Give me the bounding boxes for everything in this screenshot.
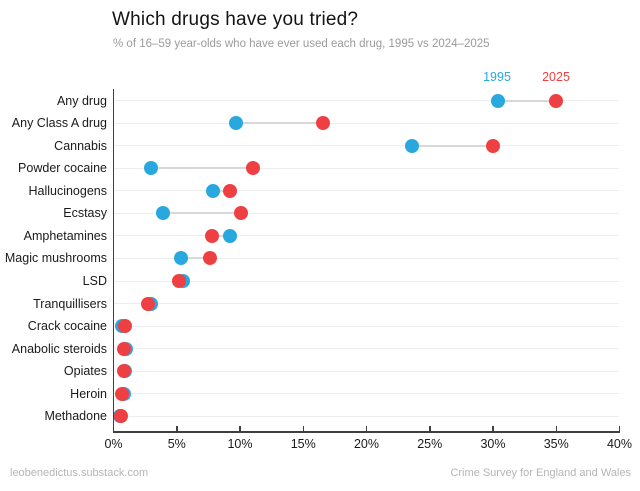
row-gridline bbox=[113, 393, 619, 395]
category-label: Cannabis bbox=[54, 138, 107, 153]
legend-label-2025: 2025 bbox=[542, 70, 570, 84]
dot-1995 bbox=[144, 161, 159, 176]
x-tick bbox=[365, 426, 368, 431]
dumbbell-connector bbox=[236, 122, 324, 125]
dumbbell-connector bbox=[162, 212, 242, 215]
category-label: Amphetamines bbox=[23, 228, 107, 243]
x-tick-label: 5% bbox=[167, 437, 186, 451]
x-tick bbox=[492, 426, 494, 431]
row-gridline bbox=[113, 280, 619, 282]
x-axis-line bbox=[112, 431, 620, 433]
dot-1995 bbox=[222, 228, 237, 243]
chart-title: Which drugs have you tried? bbox=[112, 9, 359, 30]
x-tick-label: 35% bbox=[543, 437, 569, 451]
category-label: Tranquillisers bbox=[33, 296, 107, 311]
x-tick bbox=[302, 426, 304, 431]
row-gridline bbox=[113, 325, 619, 327]
category-label: Ecstasy bbox=[63, 206, 107, 221]
x-tick-label: 20% bbox=[353, 437, 380, 451]
x-tick-label: 10% bbox=[227, 437, 253, 451]
dot-2025 bbox=[172, 274, 187, 289]
row-gridline bbox=[113, 415, 619, 417]
dot-2025 bbox=[117, 319, 132, 334]
dumbbell-connector bbox=[151, 167, 253, 170]
dot-2025 bbox=[486, 138, 500, 153]
row-gridline bbox=[113, 212, 619, 214]
x-tick-label: 15% bbox=[290, 437, 316, 451]
category-label: Methadone bbox=[44, 409, 107, 424]
dot-2025 bbox=[222, 183, 237, 198]
x-tick bbox=[618, 426, 621, 431]
row-gridline bbox=[113, 370, 619, 372]
x-tick bbox=[112, 426, 115, 431]
dumbbell-connector bbox=[180, 257, 210, 260]
x-tick bbox=[239, 426, 241, 431]
category-label: Anabolic steroids bbox=[11, 341, 107, 356]
dot-2025 bbox=[234, 206, 249, 221]
category-label: Heroin bbox=[70, 386, 107, 401]
dumbbell-connector bbox=[498, 99, 557, 102]
dumbbell-connector bbox=[213, 189, 230, 192]
dot-2025 bbox=[116, 364, 131, 379]
chart-subtitle: % of 16–59 year-olds who have ever used … bbox=[113, 38, 490, 50]
dot-1995 bbox=[206, 183, 221, 198]
dot-2025 bbox=[115, 386, 130, 401]
source-caption: Crime Survey for England and Wales bbox=[450, 467, 631, 479]
x-tick bbox=[176, 426, 178, 431]
x-tick bbox=[555, 426, 557, 431]
row-gridline bbox=[113, 167, 619, 169]
row-gridline bbox=[113, 257, 619, 259]
source-link-text: leobenedictus.substack.com bbox=[10, 467, 149, 479]
dot-2025 bbox=[549, 93, 564, 108]
x-tick bbox=[429, 426, 431, 431]
y-axis-line bbox=[112, 89, 114, 427]
dumbbell-connector bbox=[212, 234, 230, 237]
x-tick-label: 30% bbox=[480, 437, 506, 451]
row-gridline bbox=[113, 100, 619, 101]
dot-1995 bbox=[229, 116, 244, 131]
dot-2025 bbox=[114, 409, 129, 424]
row-gridline bbox=[113, 235, 619, 237]
row-gridline bbox=[113, 145, 619, 147]
row-gridline bbox=[113, 348, 619, 350]
legend-label-1995: 1995 bbox=[483, 70, 511, 84]
dot-1995 bbox=[491, 93, 506, 108]
category-label: Powder cocaine bbox=[18, 161, 107, 176]
category-label: Crack cocaine bbox=[27, 319, 107, 334]
dot-2025 bbox=[245, 161, 260, 176]
x-tick-label: 40% bbox=[606, 437, 633, 451]
dot-2025 bbox=[140, 296, 155, 311]
category-label: Any Class A drug bbox=[11, 116, 107, 131]
x-tick-label: 25% bbox=[417, 437, 443, 451]
dot-2025 bbox=[205, 228, 220, 243]
category-label: Any drug bbox=[56, 93, 107, 108]
row-gridline bbox=[113, 122, 619, 124]
row-gridline bbox=[113, 190, 619, 192]
dot-1995 bbox=[155, 206, 170, 221]
dot-2025 bbox=[116, 341, 131, 356]
dumbbell-connector bbox=[412, 144, 493, 147]
category-label: LSD bbox=[82, 274, 107, 289]
dot-1995 bbox=[405, 138, 420, 153]
dot-2025 bbox=[202, 251, 217, 266]
category-label: Opiates bbox=[63, 364, 107, 379]
category-label: Hallucinogens bbox=[28, 183, 107, 198]
x-tick-label: 0% bbox=[104, 437, 123, 451]
category-label: Magic mushrooms bbox=[4, 251, 107, 266]
dot-2025 bbox=[316, 116, 331, 131]
row-gridline bbox=[113, 303, 619, 305]
dot-1995 bbox=[173, 251, 188, 266]
